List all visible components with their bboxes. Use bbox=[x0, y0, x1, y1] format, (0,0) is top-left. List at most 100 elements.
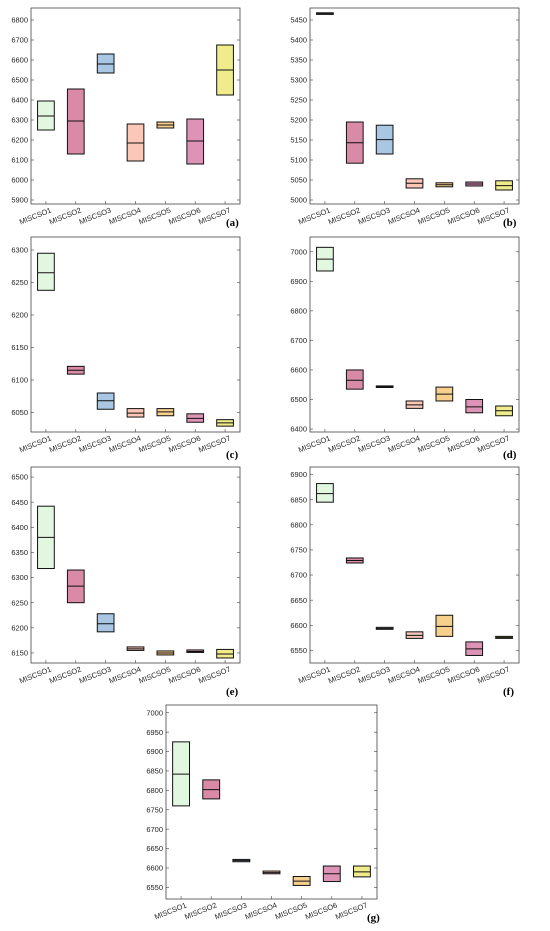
y-tick-label: 6000 bbox=[11, 176, 28, 185]
x-tick-label: MISCSO4 bbox=[108, 434, 143, 455]
y-tick-label: 6700 bbox=[146, 825, 163, 834]
y-tick-label: 6850 bbox=[290, 495, 307, 504]
y-tick-label: 6900 bbox=[146, 747, 163, 756]
x-tick-label: MISCSO6 bbox=[167, 206, 202, 227]
panel-a: 5900 6000 6100 6200 6300 6400 6500 6600 6700 6800… bbox=[11, 7, 241, 229]
box-miscso1 bbox=[37, 252, 55, 291]
x-tick-label: MISCSO5 bbox=[416, 665, 451, 686]
y-tick-label: 6450 bbox=[11, 498, 28, 507]
y-tick-label: 5150 bbox=[290, 136, 307, 145]
x-tick-label: MISCSO2 bbox=[327, 206, 362, 227]
y-tick-label: 6400 bbox=[11, 96, 28, 105]
y-tick-label: 6300 bbox=[11, 116, 28, 125]
box-miscso1 bbox=[316, 483, 334, 503]
x-tick-label: MISCSO6 bbox=[446, 206, 481, 227]
x-tick-label: MISCSO1 bbox=[297, 434, 332, 455]
x-tick-label: MISCSO2 bbox=[48, 434, 83, 455]
panel-label: (d) bbox=[503, 449, 517, 461]
box-miscso5 bbox=[435, 614, 454, 637]
x-tick-label: MISCSO1 bbox=[297, 206, 332, 227]
x-tick-label: MISCSO1 bbox=[18, 665, 53, 686]
x-tick-label: MISCSO4 bbox=[387, 434, 422, 455]
x-tick-label: MISCSO1 bbox=[153, 901, 188, 922]
y-tick-label: 6900 bbox=[290, 470, 307, 479]
x-tick-label: MISCSO3 bbox=[357, 665, 392, 686]
y-tick-label: 6800 bbox=[11, 16, 28, 25]
box-miscso2 bbox=[345, 369, 364, 390]
x-tick-label: MISCSO6 bbox=[446, 665, 481, 686]
x-tick-label: MISCSO5 bbox=[416, 434, 451, 455]
y-tick-label: 7000 bbox=[290, 247, 307, 256]
y-tick-label: 5250 bbox=[290, 96, 307, 105]
x-tick-label: MISCSO4 bbox=[387, 665, 422, 686]
y-tick-label: 6250 bbox=[11, 278, 28, 287]
y-tick-label: 7000 bbox=[146, 708, 163, 717]
y-tick-label: 6250 bbox=[11, 598, 28, 607]
x-tick-label: MISCSO2 bbox=[48, 206, 83, 227]
y-tick-label: 6050 bbox=[11, 408, 28, 417]
x-tick-label: MISCSO5 bbox=[416, 206, 451, 227]
y-tick-label: 6350 bbox=[11, 548, 28, 557]
x-tick-label: MISCSO6 bbox=[304, 901, 339, 922]
y-tick-label: 5350 bbox=[290, 56, 307, 65]
y-tick-label: 5000 bbox=[290, 196, 307, 205]
x-tick-label: MISCSO4 bbox=[244, 901, 279, 922]
x-tick-label: MISCSO5 bbox=[137, 665, 172, 686]
panel-label: (b) bbox=[503, 217, 517, 229]
y-tick-label: 6900 bbox=[290, 277, 307, 286]
y-tick-label: 6800 bbox=[290, 306, 307, 315]
x-tick-label: MISCSO5 bbox=[137, 434, 172, 455]
x-tick-label: MISCSO3 bbox=[213, 901, 248, 922]
y-tick-label: 6400 bbox=[11, 523, 28, 532]
y-tick-label: 6150 bbox=[11, 343, 28, 352]
x-tick-label: MISCSO6 bbox=[167, 434, 202, 455]
x-tick-label: MISCSO5 bbox=[137, 206, 172, 227]
y-tick-label: 5400 bbox=[290, 36, 307, 45]
panel-label: (g) bbox=[367, 912, 380, 924]
y-tick-label: 5900 bbox=[11, 196, 28, 205]
panel-frame bbox=[165, 704, 378, 900]
x-tick-label: MISCSO3 bbox=[357, 434, 392, 455]
x-tick-label: MISCSO7 bbox=[334, 901, 369, 922]
panel-frame bbox=[309, 7, 520, 205]
panel-g: 6550 6600 6650 6700 6750 6800 6850 6900 6950 7000… bbox=[146, 704, 380, 924]
x-tick-label: MISCSO1 bbox=[297, 665, 332, 686]
y-tick-label: 6200 bbox=[11, 623, 28, 632]
x-tick-label: MISCSO3 bbox=[78, 206, 113, 227]
y-tick-label: 6700 bbox=[290, 336, 307, 345]
box-miscso6 bbox=[465, 399, 484, 414]
panel-d: 6400650066006700680069007000MISCSO1MISCS… bbox=[290, 236, 520, 461]
x-tick-label: MISCSO7 bbox=[476, 665, 511, 686]
x-tick-label: MISCSO2 bbox=[327, 434, 362, 455]
y-tick-label: 6650 bbox=[290, 596, 307, 605]
y-tick-label: 6550 bbox=[290, 646, 307, 655]
x-tick-label: MISCSO7 bbox=[197, 665, 232, 686]
box-miscso3 bbox=[96, 613, 115, 633]
x-tick-label: MISCSO2 bbox=[183, 901, 218, 922]
y-tick-label: 6100 bbox=[11, 156, 28, 165]
y-tick-label: 6600 bbox=[290, 621, 307, 630]
panel-label: (c) bbox=[226, 449, 239, 461]
y-tick-label: 6300 bbox=[11, 573, 28, 582]
y-tick-label: 6600 bbox=[290, 366, 307, 375]
y-tick-label: 6650 bbox=[146, 844, 163, 853]
x-tick-label: MISCSO1 bbox=[18, 206, 53, 227]
y-tick-label: 5100 bbox=[290, 156, 307, 165]
panel-e: 61506200625063006350640064506500MISCSO1M… bbox=[11, 466, 241, 698]
y-tick-label: 6300 bbox=[11, 246, 28, 255]
x-tick-label: MISCSO3 bbox=[357, 206, 392, 227]
x-tick-label: MISCSO2 bbox=[327, 665, 362, 686]
y-tick-label: 6750 bbox=[146, 805, 163, 814]
y-tick-label: 5050 bbox=[290, 176, 307, 185]
panel-label: (a) bbox=[226, 217, 239, 229]
y-tick-label: 5200 bbox=[290, 116, 307, 125]
y-tick-label: 6200 bbox=[11, 311, 28, 320]
x-tick-label: MISCSO3 bbox=[78, 434, 113, 455]
y-tick-label: 6850 bbox=[146, 767, 163, 776]
x-tick-label: MISCSO1 bbox=[18, 434, 53, 455]
y-tick-label: 6750 bbox=[290, 546, 307, 555]
y-tick-label: 6100 bbox=[11, 376, 28, 385]
x-tick-label: MISCSO6 bbox=[167, 665, 202, 686]
